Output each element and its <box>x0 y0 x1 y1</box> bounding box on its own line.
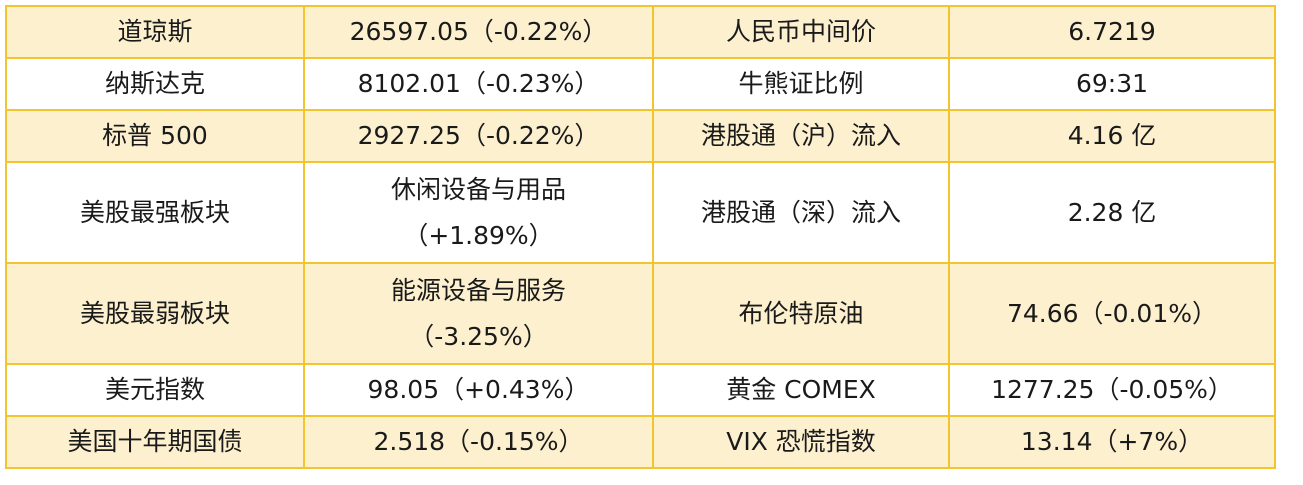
label-dow-jones: 道琼斯 <box>5 5 305 59</box>
label-brent-crude: 布伦特原油 <box>652 262 950 365</box>
label-us10y-treasury: 美国十年期国债 <box>5 415 305 469</box>
value-sp500: 2927.25（-0.22%） <box>303 109 654 163</box>
market-summary-table: 道琼斯 26597.05（-0.22%） 人民币中间价 6.7219 纳斯达克 … <box>5 5 1276 469</box>
strongest-sector-name: 休闲设备与用品 <box>390 174 566 204</box>
label-sp500: 标普 500 <box>5 109 305 163</box>
table-row-nasdaq: 纳斯达克 8102.01（-0.23%） 牛熊证比例 69:31 <box>5 57 1276 111</box>
weakest-sector-name: 能源设备与服务 <box>390 275 566 305</box>
label-weakest-sector: 美股最弱板块 <box>5 262 305 365</box>
label-strongest-sector: 美股最强板块 <box>5 161 305 264</box>
value-us10y-treasury: 2.518（-0.15%） <box>303 415 654 469</box>
label-nasdaq: 纳斯达克 <box>5 57 305 111</box>
value-southbound-sz-inflow: 2.28 亿 <box>948 161 1276 264</box>
value-brent-crude: 74.66（-0.01%） <box>948 262 1276 365</box>
table-row-sp500: 标普 500 2927.25（-0.22%） 港股通（沪）流入 4.16 亿 <box>5 109 1276 163</box>
label-southbound-sz-inflow: 港股通（深）流入 <box>652 161 950 264</box>
label-southbound-sh-inflow: 港股通（沪）流入 <box>652 109 950 163</box>
label-dollar-index: 美元指数 <box>5 363 305 417</box>
table-row-dollar-index: 美元指数 98.05（+0.43%） 黄金 COMEX 1277.25（-0.0… <box>5 363 1276 417</box>
value-strongest-sector: 休闲设备与用品 （+1.89%） <box>303 161 654 264</box>
table-row-dow-jones: 道琼斯 26597.05（-0.22%） 人民币中间价 6.7219 <box>5 5 1276 59</box>
weakest-sector-change: （-3.25%） <box>409 321 548 351</box>
table-row-strongest-sector: 美股最强板块 休闲设备与用品 （+1.89%） 港股通（深）流入 2.28 亿 <box>5 161 1276 264</box>
value-bull-bear-ratio: 69:31 <box>948 57 1276 111</box>
label-vix: VIX 恐慌指数 <box>652 415 950 469</box>
value-cny-central-parity: 6.7219 <box>948 5 1276 59</box>
value-dow-jones: 26597.05（-0.22%） <box>303 5 654 59</box>
value-weakest-sector: 能源设备与服务 （-3.25%） <box>303 262 654 365</box>
value-gold-comex: 1277.25（-0.05%） <box>948 363 1276 417</box>
label-gold-comex: 黄金 COMEX <box>652 363 950 417</box>
label-bull-bear-ratio: 牛熊证比例 <box>652 57 950 111</box>
table-row-weakest-sector: 美股最弱板块 能源设备与服务 （-3.25%） 布伦特原油 74.66（-0.0… <box>5 262 1276 365</box>
value-nasdaq: 8102.01（-0.23%） <box>303 57 654 111</box>
strongest-sector-change: （+1.89%） <box>403 220 554 250</box>
value-southbound-sh-inflow: 4.16 亿 <box>948 109 1276 163</box>
table-row-us10y: 美国十年期国债 2.518（-0.15%） VIX 恐慌指数 13.14（+7%… <box>5 415 1276 469</box>
label-cny-central-parity: 人民币中间价 <box>652 5 950 59</box>
value-dollar-index: 98.05（+0.43%） <box>303 363 654 417</box>
value-vix: 13.14（+7%） <box>948 415 1276 469</box>
